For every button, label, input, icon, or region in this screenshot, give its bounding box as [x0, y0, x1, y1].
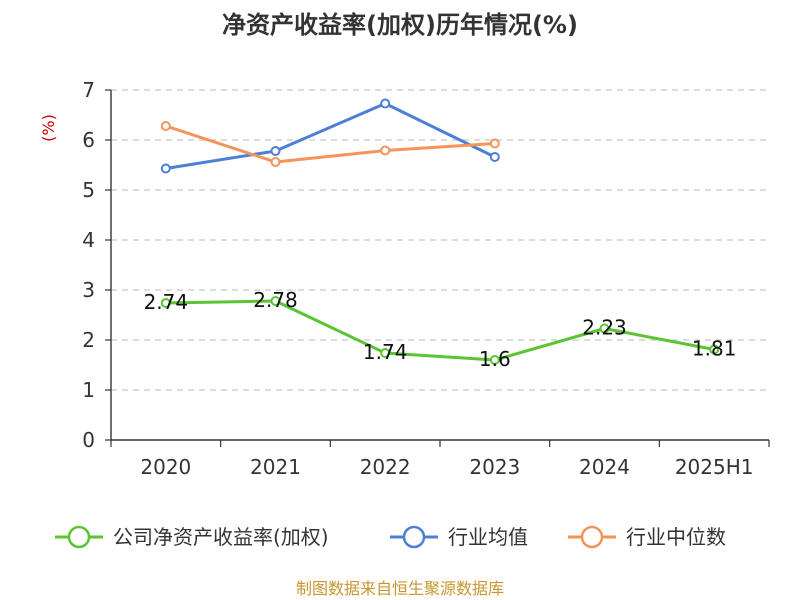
data-labels: 2.74 2.78 1.74 1.6 2.23 1.81 [144, 288, 737, 371]
data-point [270, 296, 281, 306]
data-point [160, 298, 171, 308]
x-tick-label: 2025H1 [675, 455, 754, 479]
data-point [489, 355, 500, 365]
legend-label: 行业均值 [448, 525, 528, 549]
legend-swatch-marker [580, 525, 604, 549]
data-point [489, 138, 500, 149]
data-point [270, 146, 281, 156]
y-tick-label: 1 [82, 378, 95, 402]
data-point [160, 121, 171, 131]
data-point [380, 348, 391, 358]
x-tick-label: 2023 [469, 455, 520, 479]
y-tick-label: 7 [82, 78, 95, 102]
data-point [160, 163, 171, 174]
series-line-0 [165, 299, 715, 362]
axes: 0 1 2 3 4 5 6 7 2020 2021 2022 2023 2024 2025H1 [82, 78, 770, 479]
series-line-2 [165, 124, 495, 164]
data-point [599, 323, 610, 334]
data-label: 2.74 [144, 290, 189, 314]
data-point [709, 344, 720, 355]
y-tick-label: 6 [82, 128, 95, 152]
gridlines [111, 89, 769, 391]
x-tick-label: 2022 [360, 455, 411, 479]
data-point [270, 157, 281, 167]
data-label: 1.74 [363, 340, 408, 364]
data-label: 2.23 [582, 316, 627, 340]
y-axis-label: (%) [39, 114, 58, 142]
x-tick-label: 2024 [579, 455, 630, 479]
y-tick-label: 0 [82, 428, 95, 452]
source-note: 制图数据来自恒生聚源数据库 [296, 579, 504, 598]
x-tick-label: 2021 [250, 455, 301, 479]
data-label: 1.6 [479, 347, 511, 371]
data-point [489, 152, 500, 162]
series [160, 98, 720, 365]
y-tick-label: 3 [82, 278, 95, 302]
y-tick-label: 5 [82, 178, 95, 202]
data-label: 2.78 [253, 288, 298, 312]
legend-label: 公司净资产收益率(加权) [113, 525, 329, 549]
legend-swatch-marker [402, 525, 426, 549]
data-point [380, 145, 391, 156]
data-point [380, 98, 391, 109]
y-tick-label: 2 [82, 328, 95, 352]
series-line-1 [165, 102, 496, 170]
y-tick-label: 4 [82, 228, 95, 252]
legend-swatch-marker [67, 525, 91, 549]
x-tick-label: 2020 [140, 455, 191, 479]
chart-title: 净资产收益率(加权)历年情况(%) [222, 11, 578, 39]
legend: 公司净资产收益率(加权) 行业均值 行业中位数 [55, 525, 726, 549]
legend-label: 行业中位数 [626, 525, 726, 549]
data-label: 1.81 [692, 337, 737, 361]
